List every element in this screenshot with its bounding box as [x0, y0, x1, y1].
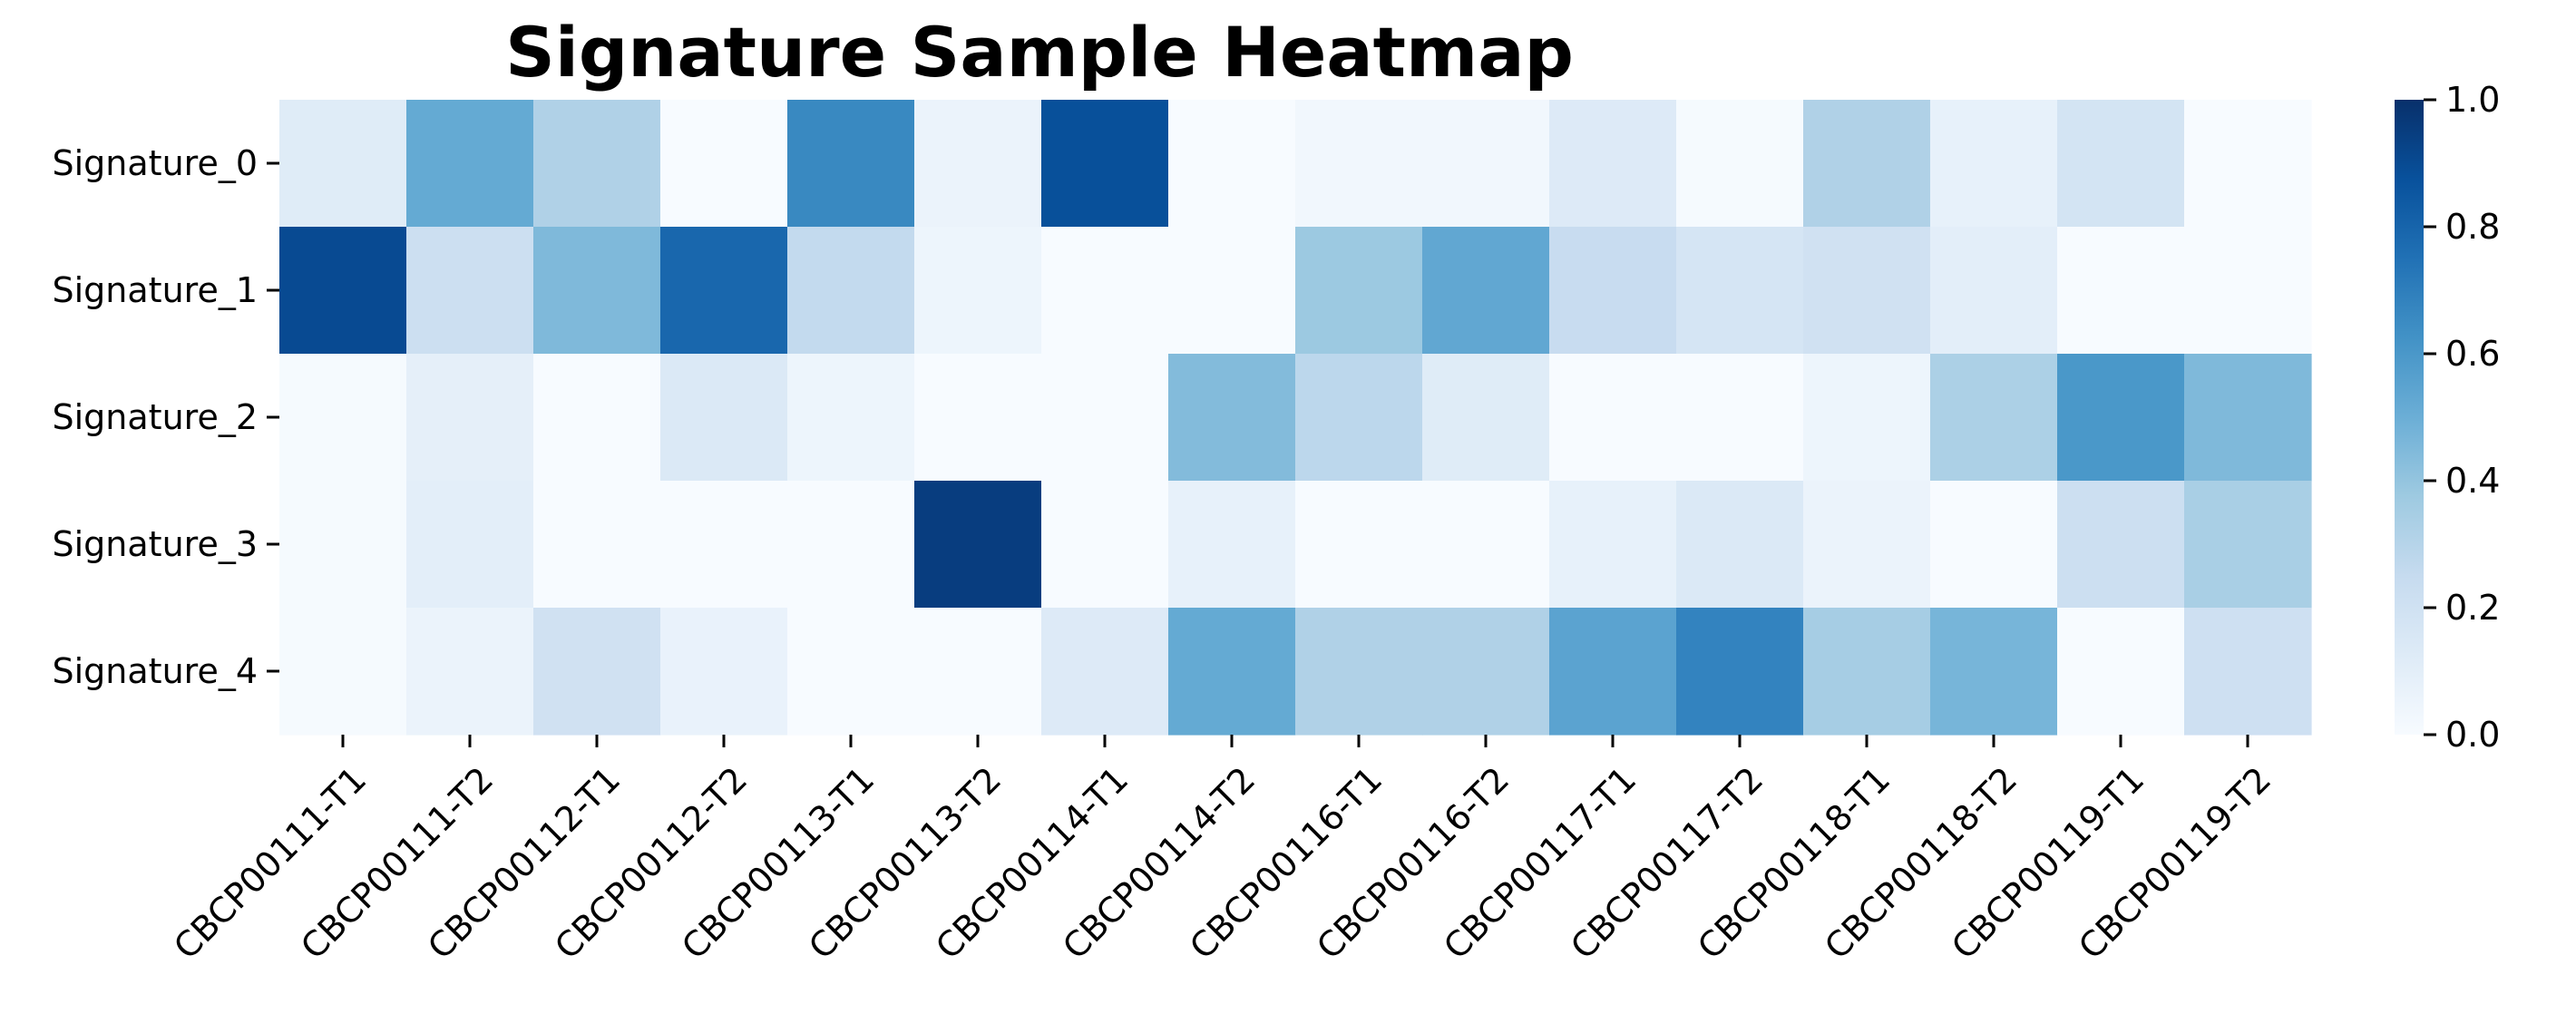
- heatmap-cell: [406, 100, 534, 228]
- y-axis: Signature_0 Signature_1 Signature_2 Signatu…: [53, 143, 279, 691]
- heatmap-cell: [1295, 354, 1423, 482]
- heatmap-cells: [279, 100, 2312, 736]
- heatmap-cell: [1295, 227, 1423, 355]
- heatmap-cell: [2184, 354, 2312, 482]
- colorbar-tick-label: 0.6: [2445, 334, 2500, 374]
- heatmap-cell: [279, 227, 407, 355]
- heatmap-cell: [1422, 100, 1550, 228]
- heatmap-cell: [1422, 608, 1550, 736]
- heatmap-cell: [1549, 608, 1677, 736]
- heatmap-cell: [1295, 608, 1423, 736]
- heatmap-cell: [533, 100, 661, 228]
- heatmap-cell: [2184, 608, 2312, 736]
- heatmap-cell: [1803, 354, 1931, 482]
- colorbar-tick-label: 0.4: [2445, 461, 2500, 501]
- colorbar: 0.0 0.2 0.4 0.6 0.8 1.0: [2395, 80, 2500, 755]
- heatmap-cell: [1930, 354, 2058, 482]
- heatmap-cell: [1422, 481, 1550, 609]
- heatmap-cell: [406, 227, 534, 355]
- heatmap-cell: [1422, 227, 1550, 355]
- heatmap-cell: [660, 100, 788, 228]
- heatmap-cell: [787, 100, 915, 228]
- heatmap-cell: [660, 481, 788, 609]
- y-tick-label: Signature_3: [53, 524, 259, 564]
- heatmap-cell: [2057, 227, 2185, 355]
- heatmap-cell: [1676, 354, 1804, 482]
- colorbar-tick-label: 0.0: [2445, 715, 2500, 755]
- heatmap-cell: [533, 354, 661, 482]
- heatmap-cell: [1295, 100, 1423, 228]
- heatmap-cell: [660, 227, 788, 355]
- heatmap-cell: [2057, 354, 2185, 482]
- heatmap-cell: [660, 354, 788, 482]
- x-axis: CBCP00111-T1CBCP00111-T2CBCP00112-T1CBCP…: [166, 735, 2278, 967]
- heatmap-cell: [279, 354, 407, 482]
- heatmap-cell: [2057, 100, 2185, 228]
- heatmap-cell: [2057, 608, 2185, 736]
- heatmap-cell: [1676, 227, 1804, 355]
- y-tick-label: Signature_0: [53, 143, 259, 183]
- heatmap-cell: [1041, 481, 1169, 609]
- heatmap-cell: [1041, 227, 1169, 355]
- y-tick-label: Signature_2: [53, 397, 259, 437]
- colorbar-tick-label: 0.2: [2445, 588, 2500, 628]
- heatmap-cell: [1803, 481, 1931, 609]
- chart-title: Signature Sample Heatmap: [505, 12, 1574, 93]
- heatmap-cell: [279, 481, 407, 609]
- heatmap-cell: [914, 354, 1042, 482]
- heatmap-cell: [1168, 608, 1296, 736]
- heatmap-cell: [2184, 481, 2312, 609]
- heatmap-cell: [787, 608, 915, 736]
- heatmap-cell: [1803, 227, 1931, 355]
- colorbar-gradient: [2395, 100, 2424, 735]
- heatmap-cell: [2057, 481, 2185, 609]
- heatmap-cell: [1549, 481, 1677, 609]
- heatmap-cell: [1168, 227, 1296, 355]
- heatmap-cell: [1930, 481, 2058, 609]
- heatmap-cell: [1295, 481, 1423, 609]
- heatmap-cell: [1930, 100, 2058, 228]
- heatmap-cell: [1168, 100, 1296, 228]
- colorbar-ticks: 0.0 0.2 0.4 0.6 0.8 1.0: [2424, 80, 2500, 755]
- heatmap-cell: [914, 100, 1042, 228]
- heatmap-cell: [914, 608, 1042, 736]
- heatmap-cell: [1041, 354, 1169, 482]
- heatmap-cell: [406, 481, 534, 609]
- heatmap-cell: [787, 354, 915, 482]
- colorbar-tick-label: 1.0: [2445, 80, 2500, 120]
- heatmap-cell: [1676, 100, 1804, 228]
- y-tick-label: Signature_4: [53, 651, 259, 691]
- heatmap-cell: [406, 354, 534, 482]
- heatmap-cell: [1549, 100, 1677, 228]
- heatmap-cell: [1803, 608, 1931, 736]
- heatmap-cell: [533, 481, 661, 609]
- heatmap-cell: [2184, 227, 2312, 355]
- heatmap-cell: [1930, 227, 2058, 355]
- heatmap-cell: [533, 227, 661, 355]
- heatmap-cell: [1676, 608, 1804, 736]
- heatmap-cell: [787, 227, 915, 355]
- heatmap-cell: [1041, 100, 1169, 228]
- heatmap-cell: [914, 227, 1042, 355]
- heatmap-cell: [1676, 481, 1804, 609]
- heatmap-cell: [1549, 354, 1677, 482]
- heatmap-cell: [1168, 354, 1296, 482]
- heatmap-cell: [1422, 354, 1550, 482]
- heatmap-cell: [1168, 481, 1296, 609]
- heatmap-cell: [1930, 608, 2058, 736]
- heatmap-cell: [279, 608, 407, 736]
- heatmap-cell: [2184, 100, 2312, 228]
- heatmap-cell: [279, 100, 407, 228]
- heatmap-cell: [1803, 100, 1931, 228]
- heatmap-cell: [787, 481, 915, 609]
- heatmap-cell: [914, 481, 1042, 609]
- heatmap-cell: [1549, 227, 1677, 355]
- heatmap-cell: [406, 608, 534, 736]
- heatmap-cell: [533, 608, 661, 736]
- colorbar-tick-label: 0.8: [2445, 207, 2500, 247]
- heatmap-cell: [660, 608, 788, 736]
- heatmap-cell: [1041, 608, 1169, 736]
- y-tick-label: Signature_1: [53, 270, 259, 310]
